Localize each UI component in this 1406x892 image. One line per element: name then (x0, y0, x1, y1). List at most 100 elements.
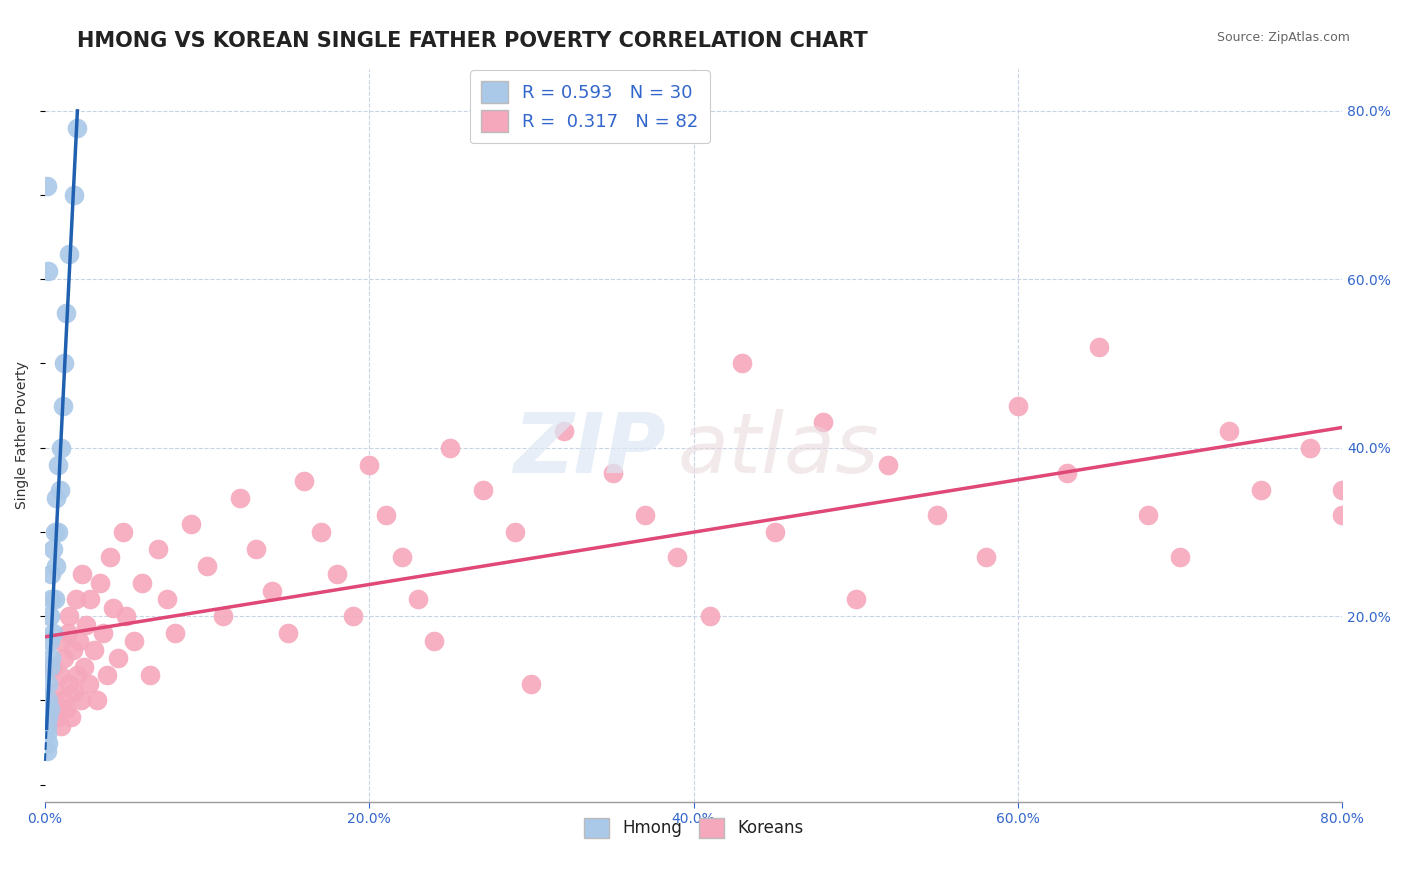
Point (37, 264, 59, 278)
Point (67, 634, 90, 648)
Point (35, 179, 58, 194)
Point (37, 676, 59, 690)
Point (41, 651, 63, 665)
Point (37, 710, 59, 724)
Point (553, 424, 575, 438)
Point (1136, 508, 1159, 522)
Point (1168, 550, 1191, 565)
Point (41, 592, 63, 607)
Point (93, 626, 115, 640)
Point (520, 676, 543, 690)
Point (53, 356, 76, 370)
Point (44, 524, 66, 539)
Point (845, 592, 868, 607)
Point (52, 399, 75, 413)
Point (65, 592, 87, 607)
Point (46, 710, 69, 724)
Point (37, 736, 59, 750)
Point (391, 550, 413, 565)
Point (1331, 508, 1354, 522)
Point (51, 634, 73, 648)
Point (79, 592, 101, 607)
Legend: Hmong, Koreans: Hmong, Koreans (578, 811, 810, 845)
Point (731, 356, 754, 370)
Point (406, 592, 429, 607)
Point (59, 710, 82, 724)
Point (58, 609, 80, 624)
Text: HMONG VS KOREAN SINGLE FATHER POVERTY CORRELATION CHART: HMONG VS KOREAN SINGLE FATHER POVERTY CO… (77, 31, 868, 51)
Point (83, 643, 105, 657)
Point (245, 541, 267, 556)
Point (1299, 441, 1322, 455)
Point (77, 676, 100, 690)
Point (38, 702, 60, 716)
Point (98, 550, 121, 565)
Point (58, 676, 80, 690)
Point (38, 634, 60, 648)
Point (44, 592, 66, 607)
Point (51, 719, 73, 733)
Point (66, 668, 89, 682)
Point (46, 458, 69, 472)
Point (48, 483, 70, 497)
Point (111, 524, 134, 539)
Point (45, 685, 67, 699)
Point (634, 508, 657, 522)
Point (69, 693, 91, 707)
Point (195, 558, 218, 573)
Point (1250, 483, 1272, 497)
Point (42, 659, 65, 673)
Point (925, 508, 948, 522)
Point (423, 634, 446, 648)
Point (1331, 483, 1354, 497)
Point (699, 609, 721, 624)
Point (42, 541, 65, 556)
Point (52, 693, 75, 707)
Point (73, 659, 96, 673)
Text: atlas: atlas (678, 409, 879, 491)
Point (503, 524, 526, 539)
Point (45, 491, 67, 506)
Point (41, 567, 63, 582)
Point (813, 416, 835, 430)
Point (86, 693, 108, 707)
Point (35, 719, 58, 733)
Point (439, 441, 461, 455)
Point (101, 600, 124, 615)
Point (342, 609, 364, 624)
Point (38, 609, 60, 624)
Point (359, 458, 381, 472)
Point (294, 475, 316, 489)
Point (763, 524, 786, 539)
Point (35, 727, 58, 741)
Point (1056, 466, 1078, 480)
Text: ZIP: ZIP (513, 409, 666, 491)
Point (260, 583, 283, 598)
Point (46, 524, 69, 539)
Point (53, 651, 76, 665)
Point (48, 668, 70, 682)
Text: Source: ZipAtlas.com: Source: ZipAtlas.com (1216, 31, 1350, 45)
Point (89, 575, 111, 590)
Point (96, 668, 118, 682)
Point (309, 524, 332, 539)
Point (277, 626, 299, 640)
Point (374, 508, 396, 522)
Y-axis label: Single Father Poverty: Single Father Poverty (15, 361, 30, 509)
Point (471, 483, 494, 497)
Point (1007, 399, 1029, 413)
Point (163, 626, 186, 640)
Point (72, 567, 94, 582)
Point (55, 306, 77, 320)
Point (58, 247, 80, 261)
Point (62, 643, 84, 657)
Point (131, 575, 153, 590)
Point (56, 626, 79, 640)
Point (51, 441, 73, 455)
Point (1218, 424, 1240, 438)
Point (107, 651, 129, 665)
Point (155, 592, 177, 607)
Point (35, 744, 58, 758)
Point (602, 466, 624, 480)
Point (666, 550, 689, 565)
